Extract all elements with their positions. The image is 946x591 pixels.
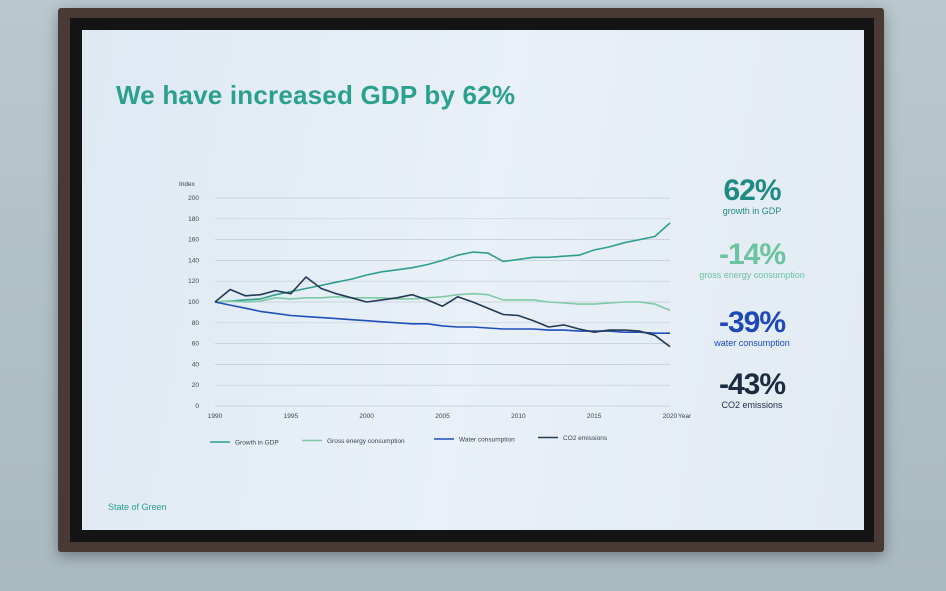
series-line [214,301,670,335]
x-tick-label: 2005 [435,413,450,420]
y-tick-label: 180 [188,216,199,223]
stat-water-value: -39% [718,306,786,339]
stat-co2-label: CO2 emissions [721,400,783,410]
x-tick-label: 2015 [587,413,602,420]
slide-title: We have increased GDP by 62% [116,80,516,110]
y-axis-label: Index [179,181,196,188]
stat-water: -39% water consumption [682,306,822,348]
stat-co2-value: -43% [718,368,786,401]
x-tick-label: 2010 [511,413,526,420]
y-tick-label: 140 [188,257,199,264]
legend-label: Water consumption [459,436,515,443]
stat-energy: -14% gross energy consumption [682,238,822,280]
line-chart: 0 20 40 60 80 100 120 140 160 180 200 Index 1990 1995… [179,181,692,446]
stat-gdp-value: 62% [723,174,781,207]
y-tick-label: 120 [188,278,199,285]
y-tick-label: 100 [188,299,199,306]
x-axis-label: Year [678,413,692,420]
y-tick-label: 160 [188,237,199,244]
legend-label: Growth in GDP [235,439,279,446]
y-tick-label: 200 [188,195,199,202]
stat-co2: -43% CO2 emissions [682,368,822,410]
stat-energy-label: gross energy consumption [699,270,805,280]
x-tick-label: 2000 [359,413,374,420]
presentation-screen: We have increased GDP by 62% 0 20 40 60 80 10… [82,30,864,530]
y-tick-label: 20 [192,382,200,389]
series-line [214,292,671,312]
x-tick-label: 1995 [284,413,299,420]
x-tick-label: 2020 [663,413,678,420]
series-line [214,222,671,303]
y-tick-label: 0 [195,403,199,410]
x-tick-label: 1990 [208,413,223,420]
legend-label: CO2 emissions [563,435,608,442]
footer-brand: State of Green [108,502,167,512]
series-line [214,276,671,348]
y-tick-label: 60 [192,341,200,348]
stat-gdp: 62% growth in GDP [682,174,822,216]
stat-water-label: water consumption [714,338,790,348]
legend-label: Gross energy consumption [327,438,405,445]
y-tick-label: 40 [192,361,200,368]
y-tick-label: 80 [192,320,200,327]
stat-gdp-label: growth in GDP [722,206,782,216]
stat-energy-value: -14% [718,238,786,271]
